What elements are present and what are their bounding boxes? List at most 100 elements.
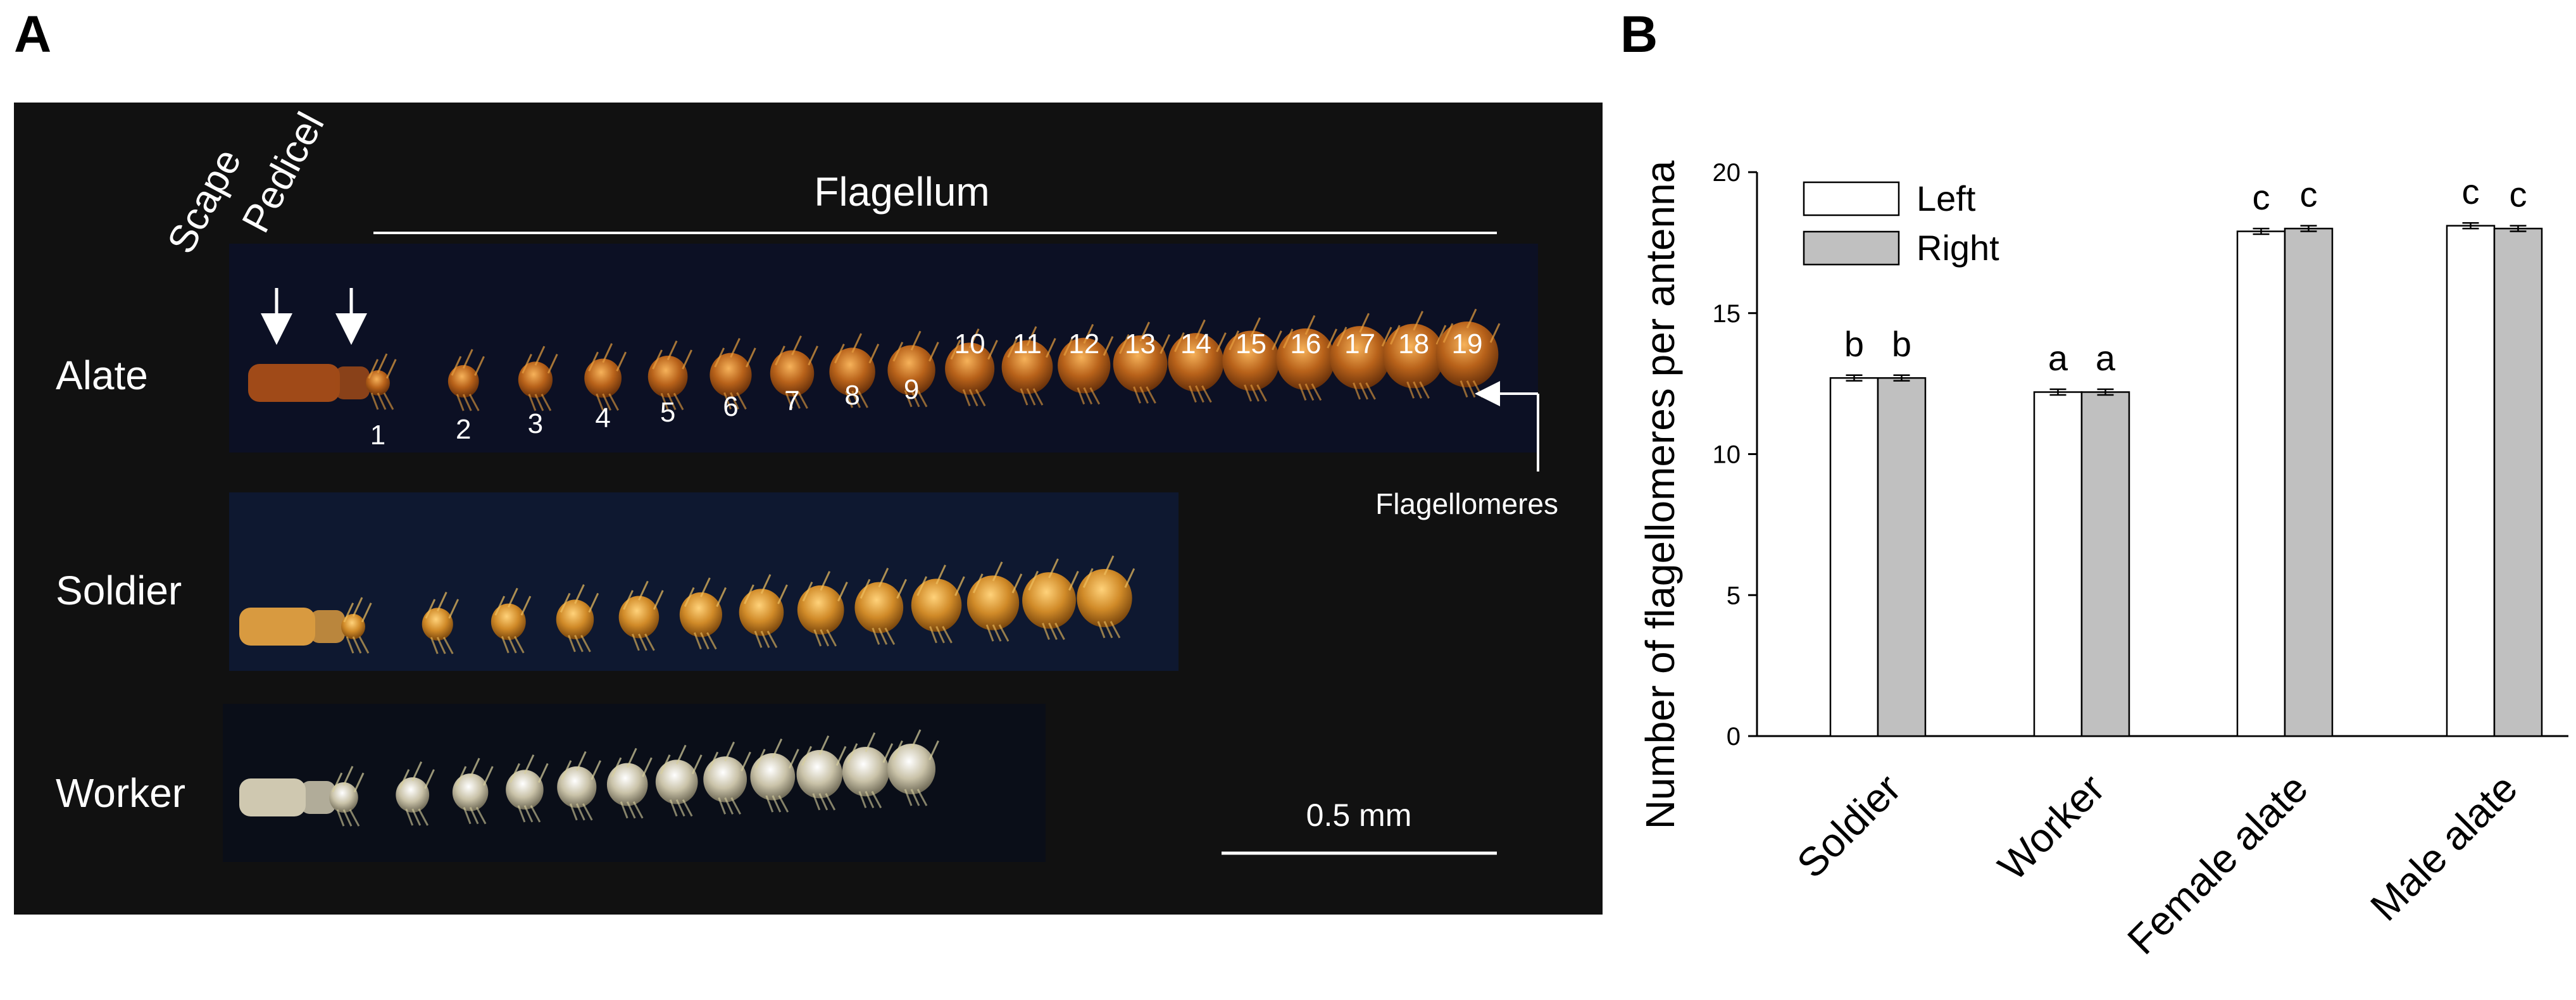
seta — [336, 809, 345, 827]
seta — [510, 763, 520, 783]
seta — [772, 795, 782, 813]
seta — [851, 391, 861, 408]
seta — [522, 353, 532, 374]
y-tick-label: 0 — [1727, 723, 1741, 751]
seta — [1032, 388, 1044, 406]
flagellomere — [945, 342, 995, 395]
seta — [684, 587, 695, 608]
seta — [523, 805, 534, 823]
pedicel-segment — [301, 781, 335, 814]
seta — [791, 335, 802, 356]
seta — [1042, 622, 1050, 641]
seta — [1256, 384, 1267, 402]
y-tick-label: 15 — [1713, 300, 1741, 328]
seta — [377, 353, 388, 373]
legend-label-right: Right — [1916, 228, 1999, 268]
seta — [910, 729, 922, 749]
seta — [675, 799, 685, 817]
flagellomere — [556, 599, 594, 640]
y-tick-label: 10 — [1713, 441, 1741, 469]
seta — [574, 584, 585, 604]
scape-segment — [239, 608, 315, 646]
y-axis-label: Number of flagellomeres per antenna — [1637, 160, 1683, 829]
seta — [1381, 327, 1392, 347]
seta — [760, 630, 770, 648]
seta — [1026, 388, 1036, 406]
seta — [1133, 386, 1141, 404]
seta — [507, 635, 517, 654]
seta — [1195, 385, 1204, 403]
seta — [950, 339, 961, 360]
seta — [541, 394, 552, 411]
seta — [718, 797, 727, 815]
seta — [904, 390, 913, 408]
seta — [616, 351, 627, 372]
seta — [534, 394, 544, 411]
seta — [812, 793, 821, 811]
flagellomere — [1168, 333, 1224, 392]
flagellomere — [710, 353, 752, 397]
x-tick-label: Male alate — [2361, 765, 2526, 930]
flagellomere — [329, 782, 358, 813]
seta — [858, 391, 868, 408]
x-tick-label: Worker — [1989, 765, 2113, 889]
seta — [992, 624, 1002, 642]
segment-number: 11 — [1013, 328, 1042, 359]
seta — [560, 592, 571, 613]
pedicel-segment — [335, 366, 370, 399]
flagellomere — [557, 766, 597, 808]
significance-letter: b — [1844, 324, 1864, 364]
worker-antenna — [239, 729, 939, 827]
seta — [620, 801, 628, 819]
seta — [632, 634, 640, 651]
flagellomere — [887, 345, 935, 396]
flagellomere — [796, 749, 843, 799]
segment-number: 17 — [1344, 328, 1375, 359]
seta — [1160, 334, 1171, 354]
seta — [826, 629, 837, 647]
seta — [760, 574, 772, 594]
seta — [778, 795, 789, 813]
segment-number: 19 — [1452, 328, 1483, 359]
seta — [916, 390, 928, 408]
antenna-figure: 1 2 3 4 5 6 7 8 910 11 12 13 14 15 16 17 18 19 Flagellum … — [14, 103, 1603, 915]
scape-segment — [239, 778, 306, 816]
seta — [561, 760, 572, 780]
seta — [910, 330, 922, 351]
seta — [1435, 325, 1447, 345]
flagellomere — [655, 759, 698, 804]
seta — [825, 793, 836, 811]
seta — [872, 627, 880, 645]
seta — [975, 389, 986, 407]
flagellomere — [506, 770, 544, 810]
seta — [575, 803, 585, 821]
scale-bar-label: 0.5 mm — [1306, 797, 1412, 833]
seta — [1250, 384, 1260, 402]
legend-label-left: Left — [1916, 178, 1976, 218]
seta — [1068, 570, 1079, 591]
seta — [568, 635, 576, 653]
seta — [582, 803, 593, 821]
flagellomere — [1330, 326, 1390, 389]
seta — [837, 582, 848, 602]
seta — [772, 738, 783, 759]
seta — [1083, 323, 1094, 344]
seta — [724, 797, 734, 815]
seta — [342, 766, 354, 786]
bar-chart: Number of flagellomeres per antenna 0 5 10… — [1637, 159, 2568, 963]
scape-segment — [248, 364, 340, 402]
seta — [675, 744, 687, 765]
seta — [1063, 335, 1074, 356]
seta — [626, 801, 636, 819]
seta — [534, 346, 546, 366]
seta — [523, 754, 535, 775]
seta — [411, 761, 423, 782]
seta — [741, 751, 751, 772]
seta — [730, 337, 741, 358]
seta — [353, 772, 365, 792]
significance-letter: c — [2462, 172, 2480, 211]
flagellomere — [1222, 330, 1280, 391]
legend-swatch-left — [1803, 181, 1900, 216]
flagellomere — [584, 358, 622, 398]
segment-number: 10 — [954, 328, 985, 359]
